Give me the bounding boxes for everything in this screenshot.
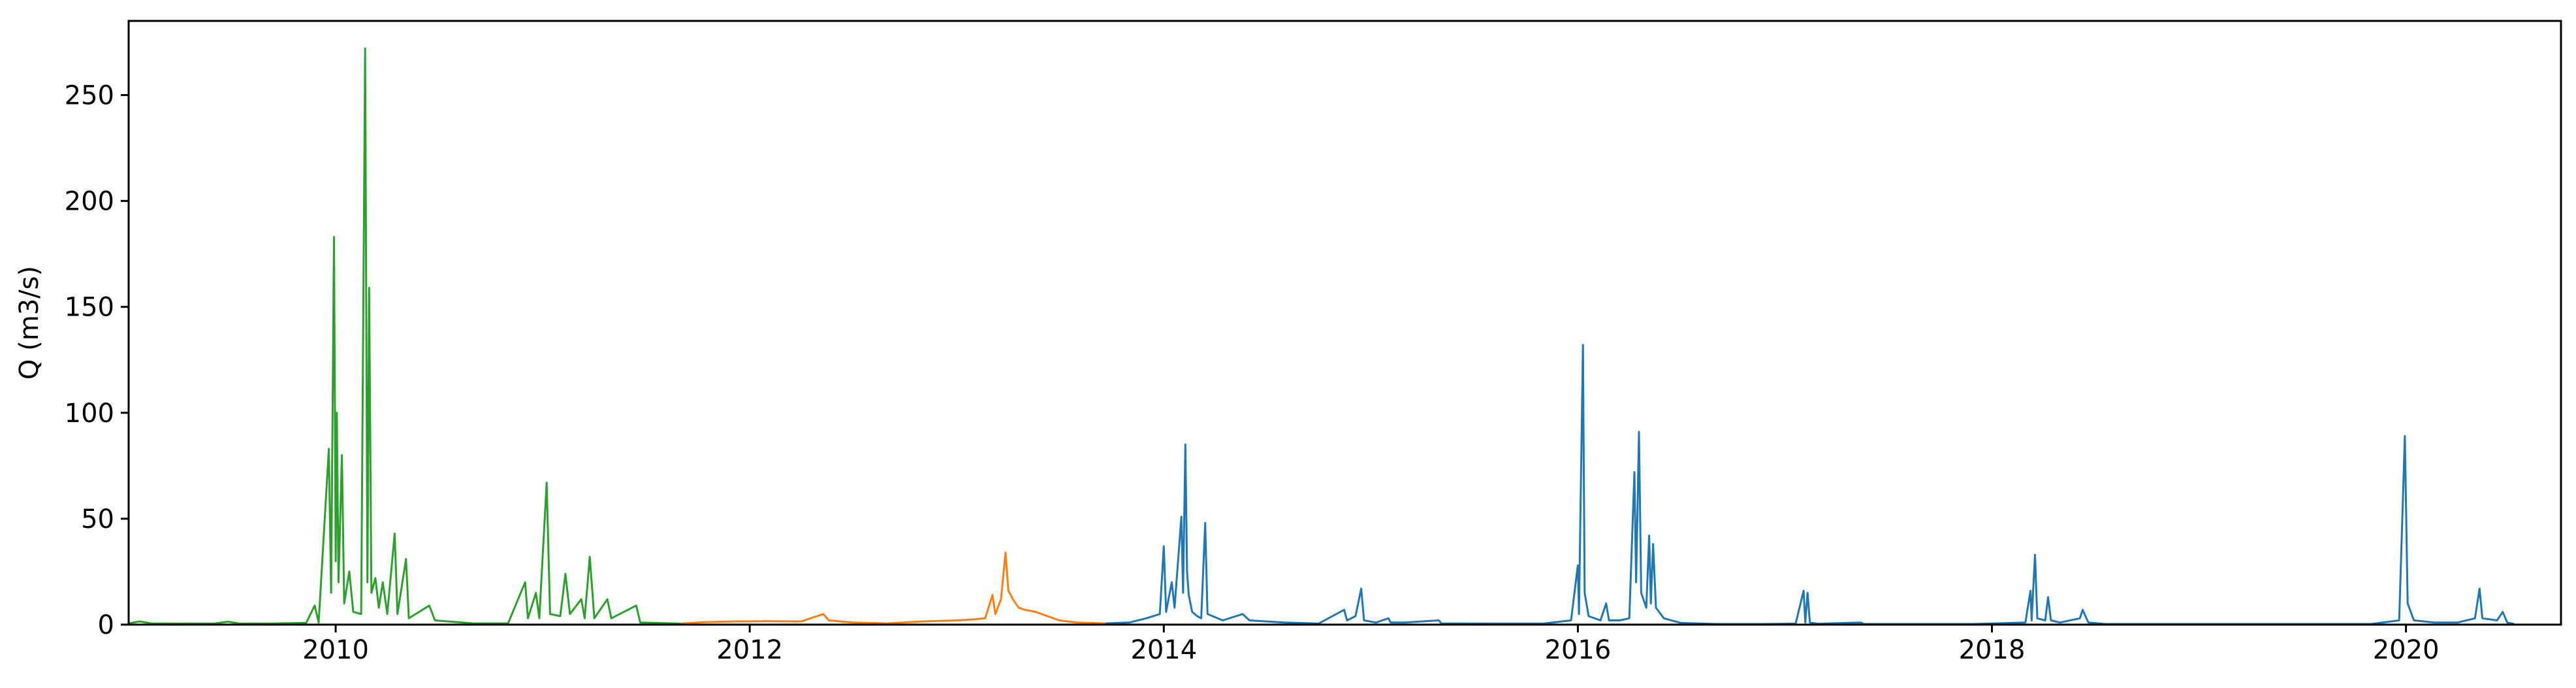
y-tick-label: 200	[65, 187, 114, 217]
x-axis: 2010 2012 2014 2016 2018 2020	[302, 625, 2440, 665]
series-line-2	[680, 551, 1105, 625]
y-tick-label: 100	[65, 399, 114, 429]
x-tick-label: 2016	[1545, 635, 1612, 665]
y-axis-label: Q (m3/s)	[14, 266, 44, 380]
y-tick-label: 0	[98, 610, 114, 640]
y-tick-label: 150	[65, 293, 114, 323]
plot-frame	[127, 20, 2562, 626]
y-axis: 0 50 100 150 200 250	[65, 80, 129, 640]
x-tick-label: 2018	[1959, 635, 2026, 665]
x-tick-label: 2014	[1130, 635, 1197, 665]
y-tick-label: 250	[65, 80, 114, 110]
series-line-3	[1105, 344, 2515, 625]
x-tick-label: 2010	[302, 635, 369, 665]
x-tick-label: 2020	[2373, 635, 2440, 665]
series-line-1	[128, 47, 681, 625]
y-tick-label: 50	[81, 504, 114, 534]
series-layer	[128, 47, 2515, 625]
x-tick-label: 2012	[716, 635, 783, 665]
